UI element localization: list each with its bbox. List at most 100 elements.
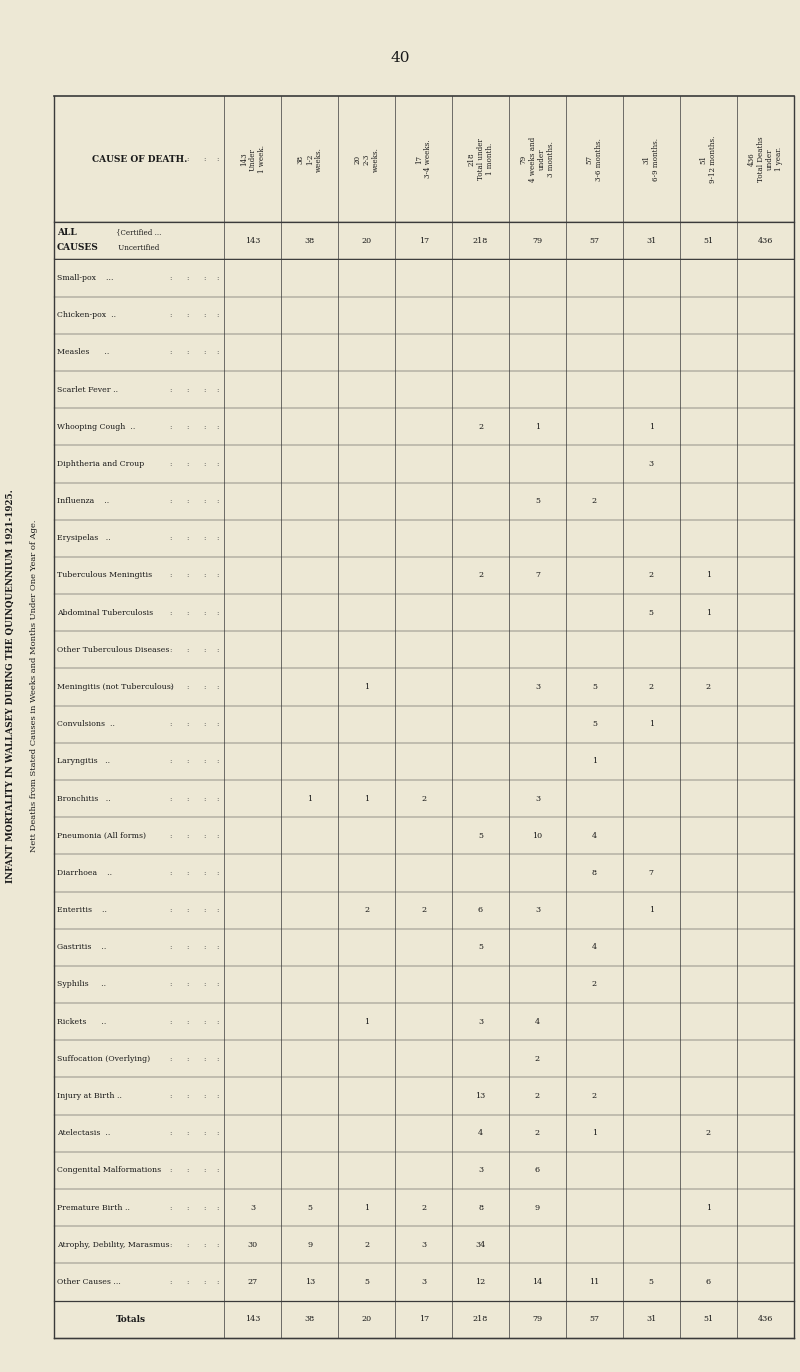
Text: :: : [186, 683, 188, 691]
Text: 13: 13 [475, 1092, 486, 1100]
Text: 3: 3 [649, 460, 654, 468]
Text: Syphilis     ..: Syphilis .. [57, 981, 106, 988]
Text: :: : [217, 981, 219, 988]
Text: 3: 3 [535, 906, 540, 914]
Text: :: : [169, 1203, 171, 1211]
Text: :: : [203, 981, 206, 988]
Text: :: : [217, 831, 219, 840]
Text: 3: 3 [478, 1018, 483, 1026]
Text: 4: 4 [535, 1018, 540, 1026]
Text: 2: 2 [535, 1092, 540, 1100]
Text: 5: 5 [592, 683, 597, 691]
Text: 2: 2 [535, 1055, 540, 1063]
Text: 2: 2 [649, 572, 654, 579]
Text: :: : [217, 497, 219, 505]
Text: 31
6-9 months.: 31 6-9 months. [642, 137, 660, 181]
Text: :: : [203, 683, 206, 691]
Text: 6: 6 [478, 906, 483, 914]
Text: :: : [217, 646, 219, 654]
Text: 218: 218 [473, 1316, 488, 1323]
Text: :: : [203, 794, 206, 803]
Text: :: : [217, 1018, 219, 1026]
Text: Atrophy, Debility, Marasmus: Atrophy, Debility, Marasmus [57, 1240, 170, 1249]
Text: :: : [186, 460, 188, 468]
Text: :: : [169, 1055, 171, 1063]
Text: 57
3-6 months.: 57 3-6 months. [586, 137, 603, 181]
Text: 20: 20 [362, 237, 372, 244]
Text: Nett Deaths from Stated Causes in Weeks and Months Under One Year of Age.: Nett Deaths from Stated Causes in Weeks … [30, 520, 38, 852]
Text: :: : [186, 423, 188, 431]
Text: 2: 2 [364, 1240, 370, 1249]
Text: Small-pox    ...: Small-pox ... [57, 274, 114, 283]
Text: :: : [186, 794, 188, 803]
Text: 2: 2 [421, 906, 426, 914]
Text: :: : [169, 1018, 171, 1026]
Text: 143: 143 [245, 237, 261, 244]
Text: 17: 17 [418, 237, 429, 244]
Text: :: : [203, 1092, 206, 1100]
Text: 4: 4 [592, 831, 597, 840]
Text: :: : [169, 757, 171, 766]
Text: 5: 5 [535, 497, 540, 505]
Text: :: : [203, 1055, 206, 1063]
Text: 20: 20 [362, 1316, 372, 1323]
Text: {Certified ...: {Certified ... [116, 229, 161, 237]
Text: Laryngitis   ..: Laryngitis .. [57, 757, 110, 766]
Text: :: : [217, 1277, 219, 1286]
Text: :: : [169, 981, 171, 988]
Text: 436: 436 [758, 237, 773, 244]
Text: :: : [217, 348, 219, 357]
Text: :: : [217, 683, 219, 691]
Text: :: : [169, 609, 171, 616]
Text: :: : [217, 757, 219, 766]
Text: 10: 10 [533, 831, 542, 840]
Text: :: : [169, 155, 171, 163]
Text: Abdominal Tuberculosis: Abdominal Tuberculosis [57, 609, 153, 616]
Text: :: : [169, 1240, 171, 1249]
Text: :: : [203, 720, 206, 729]
Text: :: : [217, 274, 219, 283]
Text: Tuberculous Meningitis: Tuberculous Meningitis [57, 572, 152, 579]
Text: 1: 1 [364, 683, 370, 691]
Text: Atelectasis  ..: Atelectasis .. [57, 1129, 110, 1137]
Text: 13: 13 [305, 1277, 315, 1286]
Text: Congenital Malformations: Congenital Malformations [57, 1166, 161, 1174]
Text: 20
2-3
weeks.: 20 2-3 weeks. [354, 147, 380, 172]
Text: 5: 5 [649, 609, 654, 616]
Text: :: : [169, 386, 171, 394]
Text: Meningitis (not Tuberculous): Meningitis (not Tuberculous) [57, 683, 174, 691]
Text: :: : [169, 720, 171, 729]
Text: 1: 1 [706, 609, 710, 616]
Text: :: : [203, 1018, 206, 1026]
Text: :: : [203, 1203, 206, 1211]
Text: :: : [203, 1129, 206, 1137]
Text: 9: 9 [535, 1203, 540, 1211]
Text: :: : [169, 868, 171, 877]
Text: Influenza    ..: Influenza .. [57, 497, 109, 505]
Text: 7: 7 [535, 572, 540, 579]
Text: :: : [186, 311, 188, 320]
Text: :: : [203, 1277, 206, 1286]
Text: 30: 30 [248, 1240, 258, 1249]
Text: :: : [186, 1018, 188, 1026]
Text: :: : [203, 1166, 206, 1174]
Text: :: : [186, 646, 188, 654]
Text: :: : [186, 831, 188, 840]
Text: :: : [186, 1055, 188, 1063]
Text: :: : [203, 572, 206, 579]
Text: 1: 1 [649, 906, 654, 914]
Text: :: : [186, 944, 188, 951]
Text: 1: 1 [307, 794, 312, 803]
Text: :: : [217, 386, 219, 394]
Text: :: : [217, 1203, 219, 1211]
Text: :: : [186, 609, 188, 616]
Text: 1: 1 [592, 1129, 597, 1137]
Text: :: : [186, 534, 188, 542]
Text: 436
Total Deaths
under
1 year.: 436 Total Deaths under 1 year. [747, 136, 783, 182]
Text: 2: 2 [592, 497, 597, 505]
Text: 1: 1 [535, 423, 540, 431]
Text: Totals: Totals [116, 1314, 146, 1324]
Text: Rickets      ..: Rickets .. [57, 1018, 106, 1026]
Text: Gastritis    ..: Gastritis .. [57, 944, 106, 951]
Text: Pneumonia (All forms): Pneumonia (All forms) [57, 831, 146, 840]
